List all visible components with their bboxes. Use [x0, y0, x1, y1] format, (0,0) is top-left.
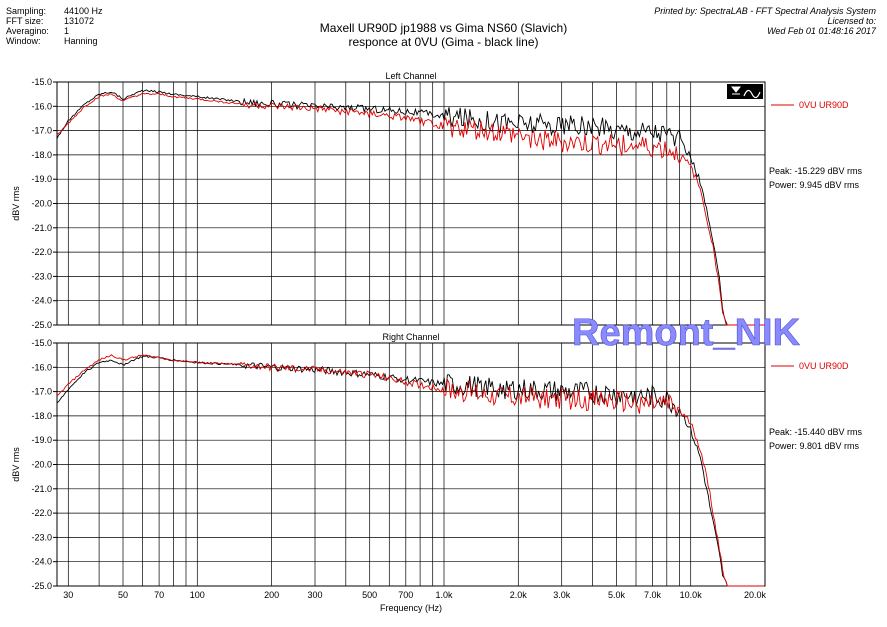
marker-icon[interactable]	[730, 86, 742, 95]
x-tick-label: 1.0k	[435, 590, 453, 600]
meta-info: Sampling: 44100 Hz FFT size: 131072 Aver…	[0, 6, 140, 48]
plot-frame	[56, 81, 766, 326]
y-tick-label: -16.0	[31, 101, 52, 111]
series-line-black	[56, 89, 765, 326]
x-tick-label: 7.0k	[644, 590, 662, 600]
peak-readout: Peak: -15.229 dBV rms	[769, 166, 863, 176]
legend-label: 0VU UR90D	[799, 361, 849, 371]
grid	[57, 342, 765, 587]
y-tick-label: -25.0	[31, 320, 52, 330]
y-tick-label: -20.0	[31, 199, 52, 209]
y-tick-label: -25.0	[31, 581, 52, 591]
watermark: Remont_NIK	[572, 312, 801, 354]
y-tick-label: -17.0	[31, 387, 52, 397]
waveform-icon[interactable]	[743, 89, 761, 99]
meta-value: Hanning	[64, 36, 98, 46]
y-tick-label: -23.0	[31, 271, 52, 281]
x-tick-label: 500	[362, 590, 377, 600]
meta-key: Window:	[6, 36, 41, 46]
x-tick-label: 10.0k	[680, 590, 703, 600]
y-tick-label: -19.0	[31, 174, 52, 184]
y-axis-label: dBV rms	[11, 447, 21, 482]
x-tick-label: 700	[398, 590, 413, 600]
chart-title-line1: Maxell UR90D jp1988 vs Gima NS60 (Slavic…	[319, 21, 568, 35]
power-readout: Power: 9.801 dBV rms	[769, 441, 860, 451]
series-line-red	[56, 354, 765, 587]
printed-info: Printed by: SpectraLAB - FFT Spectral An…	[654, 6, 876, 36]
y-tick-label: -24.0	[31, 296, 52, 306]
power-readout: Power: 9.945 dBV rms	[769, 180, 860, 190]
chart-title: Maxell UR90D jp1988 vs Gima NS60 (Slavic…	[0, 21, 887, 49]
y-tick-label: -24.0	[31, 557, 52, 567]
chart-toolbar[interactable]	[727, 84, 763, 99]
printed-by: Printed by: SpectraLAB - FFT Spectral An…	[654, 6, 876, 16]
meta-value: 131072	[64, 16, 95, 26]
licensed-to: Licensed to:	[827, 16, 876, 26]
y-tick-label: -20.0	[31, 460, 52, 470]
print-datetime: Wed Feb 01 01:48:16 2017	[767, 26, 876, 36]
meta-value: 44100 Hz	[64, 6, 103, 16]
plot-frame	[56, 342, 766, 587]
meta-value: 1	[64, 26, 70, 36]
peak-readout: Peak: -15.440 dBV rms	[769, 427, 863, 437]
y-tick-label: -17.0	[31, 126, 52, 136]
left-channel-chart: -15.0 -16.0 -17.0 -18.0 -19.0 -20.0 -21.0 -22.0…	[11, 71, 863, 330]
chart-title-line2: responce at 0VU (Gima - black line)	[348, 35, 539, 49]
x-tick-label: 70	[154, 590, 164, 600]
series-line-red	[56, 92, 765, 326]
grid	[57, 81, 765, 326]
y-tick-label: -15.0	[31, 338, 52, 348]
y-tick-label: -19.0	[31, 435, 52, 445]
y-tick-label: -16.0	[31, 362, 52, 372]
x-tick-label: 20.0k	[744, 590, 767, 600]
y-tick-label: -22.0	[31, 247, 52, 257]
x-tick-label: 2.0k	[510, 590, 528, 600]
x-tick-label: 30	[63, 590, 73, 600]
x-tick-label: 200	[264, 590, 279, 600]
y-tick-label: -15.0	[31, 77, 52, 87]
y-tick-label: -21.0	[31, 223, 52, 233]
x-tick-label: 50	[118, 590, 128, 600]
panel-title: Right Channel	[382, 332, 439, 342]
x-axis-label: Frequency (Hz)	[380, 603, 442, 613]
right-channel-chart: -15.0 -16.0 -17.0 -18.0 -19.0 -20.0 -21.0 -22.0…	[11, 332, 863, 613]
y-axis-label: dBV rms	[11, 186, 21, 221]
x-tick-label: 100	[190, 590, 205, 600]
x-tick-label: 300	[307, 590, 322, 600]
y-tick-label: -18.0	[31, 411, 52, 421]
panel-title: Left Channel	[385, 71, 436, 81]
x-tick-label: 3.0k	[553, 590, 571, 600]
meta-key: FFT size:	[6, 16, 44, 26]
y-tick-label: -22.0	[31, 508, 52, 518]
legend-label: 0VU UR90D	[799, 100, 849, 110]
meta-key: Sampling:	[6, 6, 47, 16]
x-tick-label: 5.0k	[608, 590, 626, 600]
meta-key: Averagino:	[6, 26, 49, 36]
y-tick-label: -21.0	[31, 484, 52, 494]
y-tick-label: -23.0	[31, 532, 52, 542]
y-tick-label: -18.0	[31, 150, 52, 160]
series-line-black	[56, 355, 765, 587]
